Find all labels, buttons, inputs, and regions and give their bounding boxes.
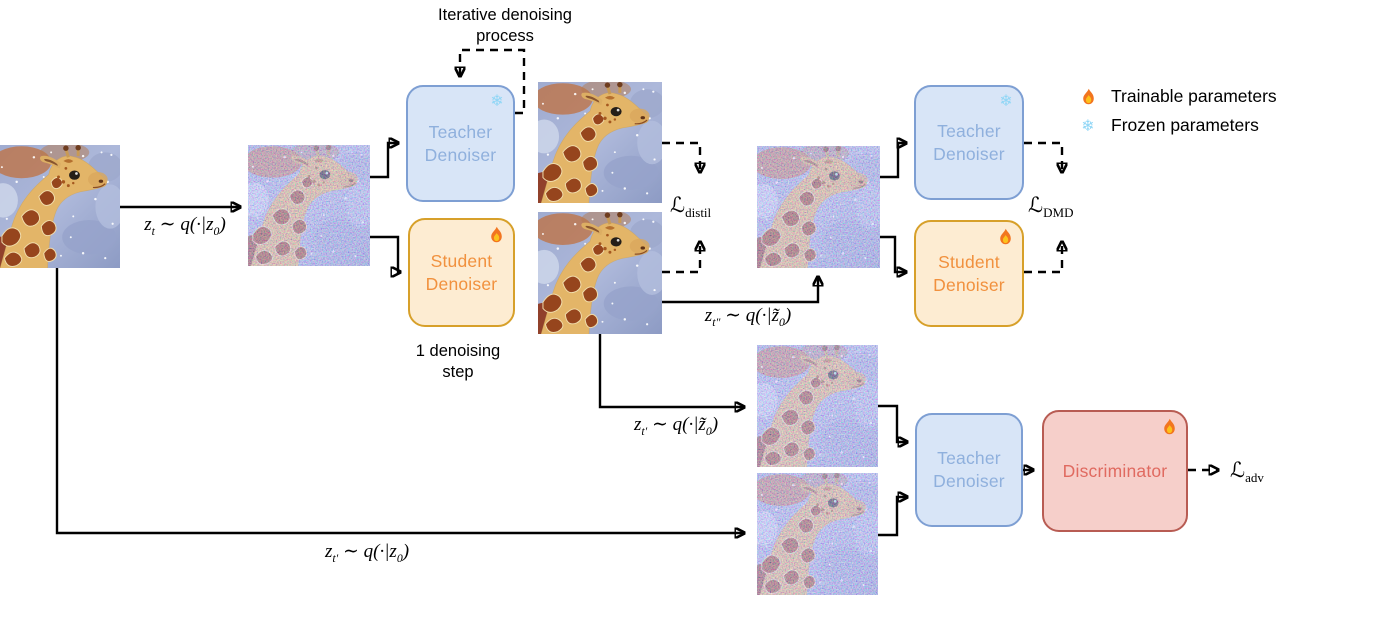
one-denoising-step-caption: 1 denoising step <box>388 341 528 383</box>
teacher-denoiser-box-1: ❄ Teacher Denoiser <box>406 85 515 202</box>
arrow-student-output-to-ztdoubleprime <box>662 277 818 304</box>
teacher-denoiser-box-3: Teacher Denoiser <box>915 413 1023 527</box>
discriminator-label: Discriminator <box>1062 460 1168 481</box>
arrow-zt-to-teacher1 <box>370 143 398 179</box>
one-step-caption-line2: step <box>442 363 474 382</box>
noisy-image-ztprime <box>757 473 878 595</box>
discriminator-box: Discriminator <box>1042 410 1188 532</box>
fire-icon <box>1078 88 1098 105</box>
teacher-denoised-image <box>538 82 662 203</box>
student2-label-line1: Student <box>938 251 1000 272</box>
student1-label-line2: Denoiser <box>425 273 498 294</box>
arrow-z0-to-ztprime-image <box>55 268 744 533</box>
snowflake-icon: ❄ <box>490 91 504 110</box>
arrow-ztdoubleprime-to-teacher2 <box>880 143 906 179</box>
legend-frozen-label: Frozen parameters <box>1111 115 1259 135</box>
teacher-denoiser-box-2: ❄ Teacher Denoiser <box>914 85 1024 200</box>
student-denoiser-box-2: Student Denoiser <box>914 220 1024 327</box>
dashed-iterative-loop <box>460 48 526 115</box>
iterative-denoising-caption: Iterative denoising process <box>405 5 605 47</box>
iterative-caption-line1: Iterative denoising <box>438 6 572 24</box>
arrow-zt-to-student1 <box>370 235 400 272</box>
noisy-image-zt-doubleprime <box>757 146 880 268</box>
snowflake-icon: ❄ <box>999 91 1013 110</box>
label-loss-dmd: ℒDMD <box>1028 193 1074 221</box>
teacher1-label-line2: Denoiser <box>424 144 497 165</box>
label-zt-doubleprime-sampling: zt″ ∼ q(·|z̃0) <box>704 305 792 329</box>
student-output-image-z0tilde <box>538 212 662 334</box>
teacher2-label-line1: Teacher <box>937 120 1001 141</box>
fire-icon <box>489 226 504 243</box>
teacher1-label-line1: Teacher <box>428 121 493 142</box>
student-denoiser-box-1: Student Denoiser <box>408 218 515 327</box>
fire-icon <box>998 228 1013 245</box>
noisy-image-zt <box>248 145 370 266</box>
noisy-image-ztprime-tilde <box>757 345 878 467</box>
label-zt-sampling: zt ∼ q(·|z0) <box>144 214 226 238</box>
arrow-ztdoubleprime-to-student2 <box>880 235 906 272</box>
dashed-teacher-output-to-ldistil <box>662 141 700 172</box>
label-loss-adv: ℒadv <box>1230 458 1264 486</box>
student2-label-line2: Denoiser <box>933 274 1005 295</box>
legend: Trainable parameters ❄ Frozen parameters <box>1078 86 1277 136</box>
arrow-ztprime-to-teacher3 <box>878 497 907 537</box>
student1-label-line1: Student <box>430 250 493 271</box>
legend-row-frozen: ❄ Frozen parameters <box>1078 115 1277 136</box>
teacher2-label-line2: Denoiser <box>933 143 1005 164</box>
snowflake-icon: ❄ <box>1081 116 1095 135</box>
label-ztprime-tilde-sampling: zt′ ∼ q(·|z̃0) <box>633 414 719 438</box>
dashed-student2-to-ldmd <box>1024 242 1062 274</box>
legend-row-trainable: Trainable parameters <box>1078 86 1277 107</box>
dashed-teacher2-to-ldmd <box>1024 141 1062 172</box>
iterative-caption-line2: process <box>476 27 534 46</box>
fire-icon <box>1162 418 1177 435</box>
teacher3-label-line2: Denoiser <box>933 471 1005 491</box>
clean-image-z0 <box>0 145 120 268</box>
label-loss-distil: ℒdistil <box>670 193 712 221</box>
one-step-caption-line1: 1 denoising <box>415 342 501 360</box>
label-ztprime-sampling: zt′ ∼ q(·|z0) <box>324 541 410 565</box>
arrow-ztprime-tilde-to-teacher3 <box>878 404 907 442</box>
legend-trainable-label: Trainable parameters <box>1111 86 1277 106</box>
dashed-student-output-to-ldistil <box>662 242 700 274</box>
teacher3-label-line1: Teacher <box>937 448 1001 469</box>
arrow-student-output-to-ztprime-tilde <box>598 334 744 407</box>
